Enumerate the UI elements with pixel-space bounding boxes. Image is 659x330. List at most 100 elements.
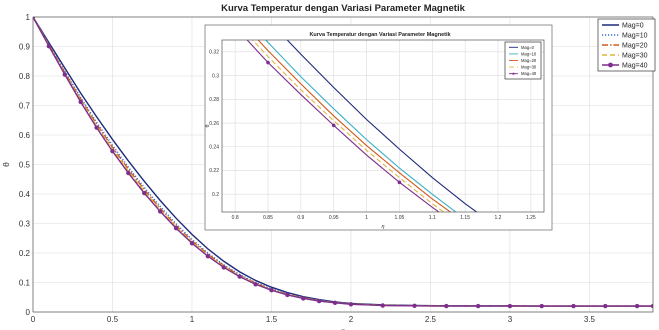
inset-x-tick-label: 1.05	[395, 215, 405, 221]
main-series-marker	[539, 303, 544, 309]
inset-x-tick-label: 1.2	[495, 215, 502, 221]
inset-series-line	[246, 40, 440, 212]
main-series-marker	[269, 287, 274, 293]
main-series-marker	[507, 303, 513, 309]
inset-x-tick-label: 0.8	[232, 215, 239, 221]
main-series-marker	[110, 149, 115, 154]
main-series-marker	[46, 44, 52, 49]
main-series-marker	[348, 302, 354, 307]
inset-legend-label: Mag=40	[521, 71, 537, 76]
main-legend-label: Mag=30	[622, 52, 648, 59]
main-series-marker	[157, 209, 163, 214]
main-series-marker	[221, 265, 226, 270]
main-series-marker	[444, 303, 449, 309]
inset-x-tick-label: 1.1	[429, 215, 436, 221]
main-series-marker	[332, 300, 338, 306]
main-series-line	[33, 17, 653, 307]
inset-series-line	[251, 40, 445, 212]
inset-series-marker	[266, 60, 270, 65]
main-series-marker	[650, 303, 653, 309]
inset-series-marker	[331, 123, 336, 128]
inset-y-tick-label: 0.28	[209, 97, 219, 103]
main-x-tick-label: 0	[31, 315, 36, 324]
main-series-marker	[412, 303, 417, 309]
inset-title: Kurva Temperatur dengan Variasi Paramete…	[309, 32, 451, 38]
main-series-marker	[173, 226, 179, 231]
main-y-tick-label: 0	[26, 308, 31, 317]
main-legend-label: Mag=20	[622, 42, 648, 49]
inset-y-tick-label: 0.3	[212, 73, 219, 79]
main-y-tick-label: 0.6	[19, 131, 31, 140]
main-series-marker	[33, 17, 36, 20]
main-series-marker	[94, 125, 99, 130]
main-axes-frame	[32, 16, 654, 313]
main-series-marker	[316, 298, 322, 304]
main-x-tick-label: 1	[190, 315, 195, 324]
inset-x-tick-label: 1.25	[526, 215, 536, 221]
main-series-marker	[237, 274, 242, 279]
main-series-marker	[603, 303, 608, 309]
main-y-tick-label: 1	[26, 13, 31, 22]
main-y-tick-label: 0.5	[19, 160, 31, 169]
main-x-tick-label: 2.5	[425, 315, 437, 324]
main-series-marker	[142, 190, 147, 196]
inset-legend-label: Mag=10	[521, 51, 537, 56]
inset-x-axis-label: η	[381, 224, 384, 230]
inset-y-axis-label: θ	[205, 124, 211, 127]
inset-x-tick-label: 1	[365, 215, 368, 221]
inset-series-line	[265, 40, 457, 212]
main-y-tick-label: 0.7	[19, 101, 31, 110]
inset-x-tick-label: 0.85	[263, 215, 273, 221]
inset-y-tick-label: 0.22	[209, 168, 219, 174]
main-legend-marker	[608, 62, 613, 68]
inset-legend-marker	[512, 72, 515, 75]
inset-y-tick-label: 0.2	[212, 192, 219, 198]
inset-legend-label: Mag=20	[521, 58, 537, 63]
main-x-tick-label: 1.5	[266, 315, 278, 324]
main-legend-label: Mag=40	[622, 62, 648, 69]
main-y-tick-label: 0.8	[19, 72, 31, 81]
main-series-marker	[253, 282, 258, 287]
main-y-tick-label: 0.3	[19, 219, 31, 228]
main-y-axis-label: θ	[1, 162, 11, 167]
main-legend: Mag=0 Mag=10 Mag=20 Mag=30 Mag=40	[597, 18, 656, 72]
main-series-marker	[634, 303, 640, 309]
main-legend-label: Mag=0	[622, 22, 644, 29]
main-x-tick-label: 3.5	[584, 315, 596, 324]
main-x-tick-label: 0.5	[107, 315, 119, 324]
main-y-tick-label: 0.4	[19, 190, 31, 199]
main-series-marker	[126, 170, 131, 176]
main-y-tick-label: 0.9	[19, 42, 31, 51]
main-series-marker	[380, 303, 385, 308]
main-series-marker	[205, 254, 211, 259]
inset-legend-label: Mag=0	[521, 45, 535, 50]
chart-title: Kurva Temperatur dengan Variasi Paramete…	[221, 3, 465, 14]
main-series-marker	[301, 296, 306, 301]
inset-series-line	[257, 40, 452, 212]
inset-chart: Kurva Temperatur dengan Variasi Paramete…	[204, 24, 553, 231]
main-x-tick-label: 2	[349, 315, 354, 324]
main-x-tick-label: 3	[508, 315, 513, 324]
inset-y-tick-label: 0.26	[209, 121, 219, 127]
inset-x-tick-label: 0.9	[297, 215, 304, 221]
main-y-tick-label: 0.2	[19, 249, 31, 258]
main-series-marker	[62, 72, 67, 77]
main-series-marker	[475, 303, 481, 309]
inset-series-marker	[397, 180, 402, 185]
inset-series-line	[286, 40, 478, 212]
main-series-marker	[78, 99, 83, 105]
inset-y-tick-label: 0.24	[209, 145, 219, 151]
inset-axes-frame	[221, 39, 545, 213]
main-legend-label: Mag=10	[622, 32, 648, 39]
main-series-marker	[285, 292, 290, 298]
main-series-marker	[571, 303, 576, 309]
inset-x-tick-label: 1.15	[460, 215, 470, 221]
inset-y-tick-label: 0.32	[209, 50, 219, 56]
inset-x-tick-label: 0.95	[329, 215, 339, 221]
main-series-marker	[189, 241, 195, 246]
main-y-tick-label: 0.1	[19, 278, 31, 287]
inset-legend-label: Mag=30	[521, 65, 537, 70]
main-x-axis-label: η	[341, 326, 346, 330]
inset-plot-area	[222, 40, 544, 212]
